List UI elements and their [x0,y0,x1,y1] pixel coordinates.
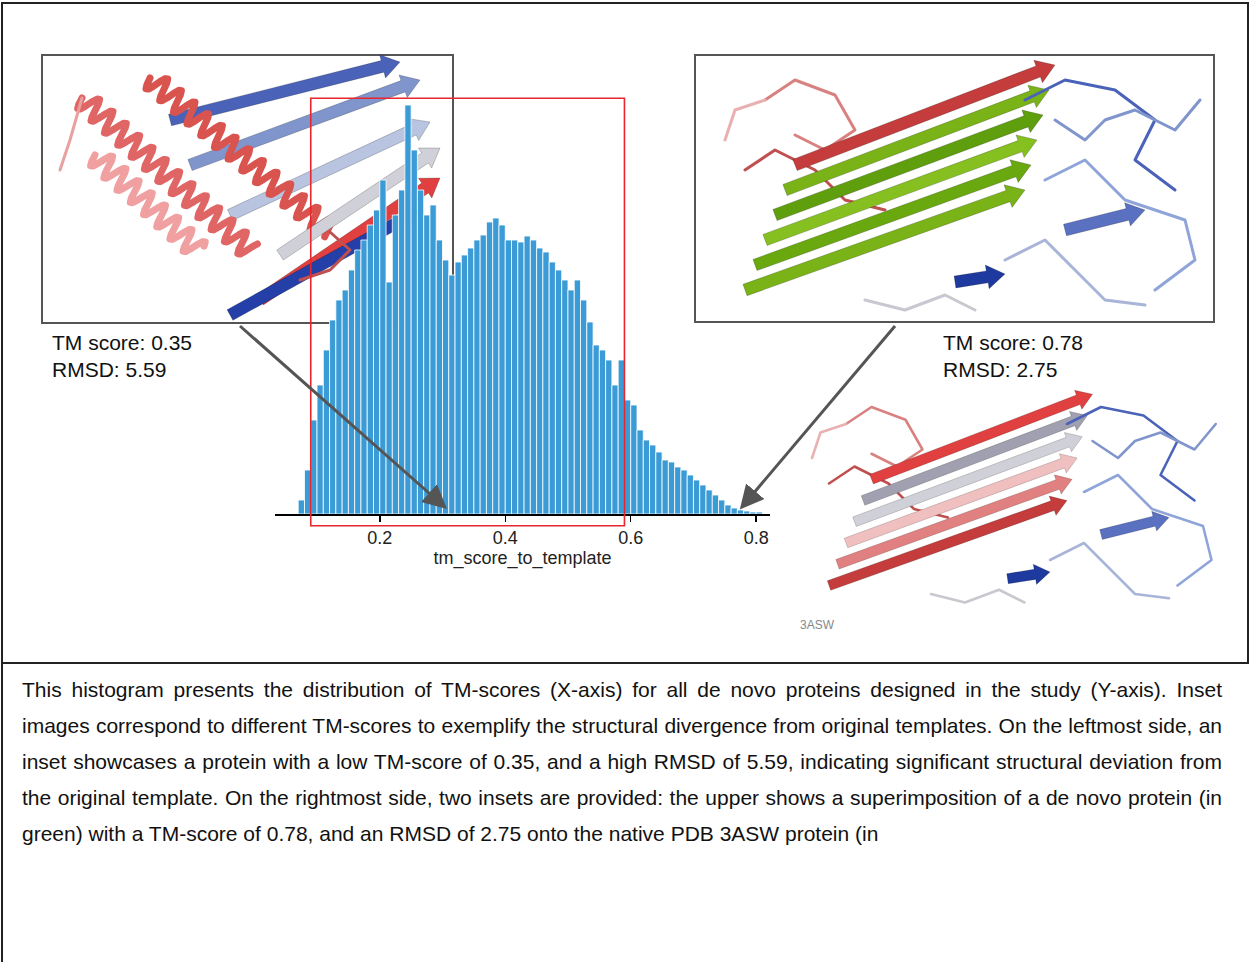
svg-text:0.8: 0.8 [744,528,769,548]
svg-text:0.2: 0.2 [367,528,392,548]
svg-text:0.4: 0.4 [493,528,518,548]
html-text:RMSD: 5.59: RMSD: 5.59 [52,358,167,381]
html-text:TM score: 0.35: TM score: 0.35 [52,331,193,354]
html-text:TM score: 0.78: TM score: 0.78 [943,331,1084,354]
svg-text:0.6: 0.6 [618,528,643,548]
svg-text:tm_score_to_template: tm_score_to_template [433,548,611,569]
html-text:RMSD: 2.75: RMSD: 2.75 [943,358,1058,381]
html-text:3ASW: 3ASW [800,618,834,632]
html-text:This histogram presents the di: This histogram presents the distribution… [22,678,1222,845]
